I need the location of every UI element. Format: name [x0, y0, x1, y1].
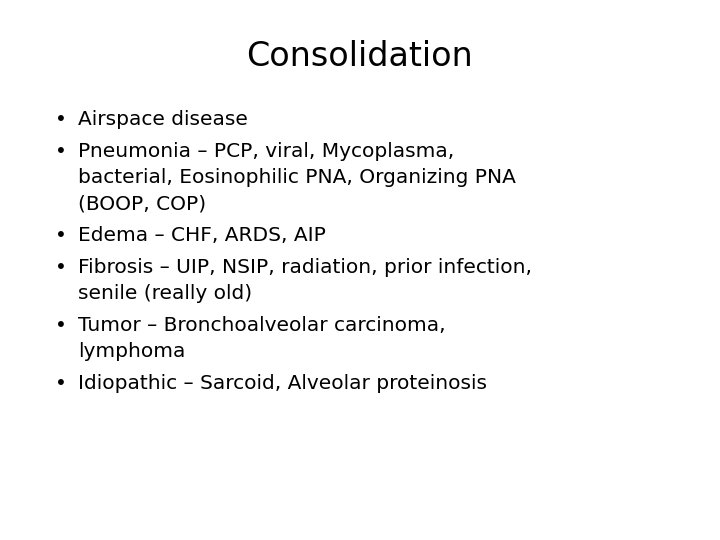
Text: •: • — [55, 374, 67, 393]
Text: Fibrosis – UIP, NSIP, radiation, prior infection,: Fibrosis – UIP, NSIP, radiation, prior i… — [78, 258, 532, 277]
Text: senile (really old): senile (really old) — [78, 284, 252, 303]
Text: •: • — [55, 316, 67, 335]
Text: •: • — [55, 142, 67, 161]
Text: •: • — [55, 258, 67, 277]
Text: •: • — [55, 226, 67, 245]
Text: Airspace disease: Airspace disease — [78, 110, 248, 129]
Text: •: • — [55, 110, 67, 129]
Text: Tumor – Bronchoalveolar carcinoma,: Tumor – Bronchoalveolar carcinoma, — [78, 316, 446, 335]
Text: Idiopathic – Sarcoid, Alveolar proteinosis: Idiopathic – Sarcoid, Alveolar proteinos… — [78, 374, 487, 393]
Text: Edema – CHF, ARDS, AIP: Edema – CHF, ARDS, AIP — [78, 226, 326, 245]
Text: lymphoma: lymphoma — [78, 342, 185, 361]
Text: (BOOP, COP): (BOOP, COP) — [78, 194, 206, 213]
Text: bacterial, Eosinophilic PNA, Organizing PNA: bacterial, Eosinophilic PNA, Organizing … — [78, 168, 516, 187]
Text: Consolidation: Consolidation — [247, 40, 473, 73]
Text: Pneumonia – PCP, viral, Mycoplasma,: Pneumonia – PCP, viral, Mycoplasma, — [78, 142, 454, 161]
